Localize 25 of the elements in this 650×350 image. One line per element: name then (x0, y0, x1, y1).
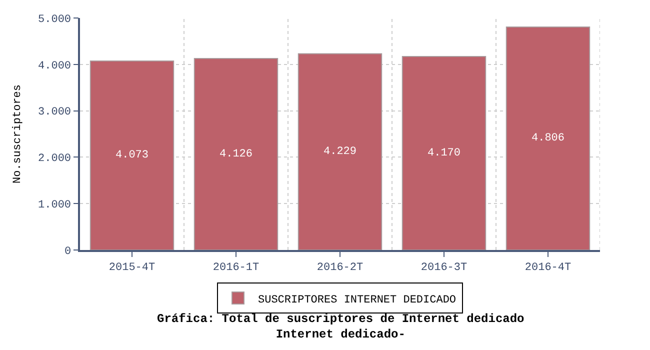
y-tick-label: 4.000 (38, 60, 72, 72)
data-label: 4.170 (427, 147, 461, 160)
data-label: 4.229 (323, 146, 357, 158)
text: Internet dedicado- (276, 328, 406, 342)
bar (402, 56, 486, 250)
y-tick-label: 2.000 (38, 153, 72, 166)
y-axis-title: No.suscriptores (12, 84, 24, 184)
legend-label: SUSCRIPTORES INTERNET DEDICADO (258, 294, 456, 306)
y-tick-label: 0 (64, 246, 72, 258)
x-tick-label: 2016-2T (316, 262, 364, 274)
x-tick-label: 2016-4T (524, 262, 572, 274)
data-label: 4.806 (531, 132, 565, 144)
bar (298, 53, 382, 250)
x-tick-label: 2015-4T (108, 262, 156, 274)
data-label: 4.073 (115, 150, 149, 162)
x-tick-label: 2016-3T (420, 262, 468, 274)
y-tick-label: 3.000 (38, 106, 72, 119)
y-tick-label: 1.000 (38, 199, 72, 212)
bar (506, 26, 590, 250)
text: Gráfica: Total de suscriptores de Internet dedicado (157, 312, 524, 326)
x-tick-label: 2016-1T (212, 262, 260, 274)
data-label: 4.126 (219, 148, 253, 160)
bar (194, 58, 278, 250)
bar (90, 60, 174, 250)
y-tick-label: 5.000 (38, 14, 72, 26)
